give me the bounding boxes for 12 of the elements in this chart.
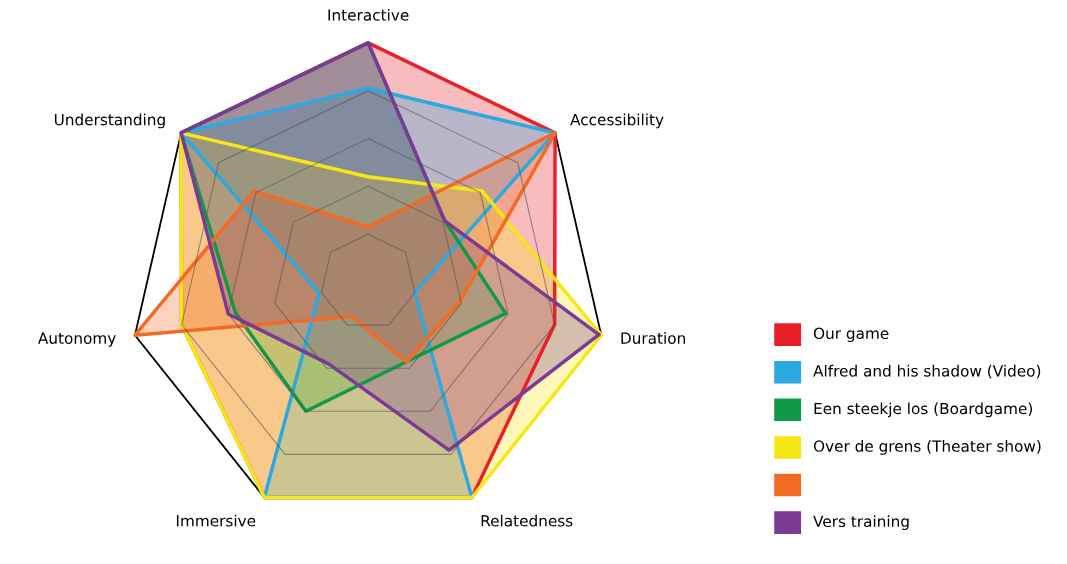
legend-label: Our game	[813, 327, 889, 343]
spoke-label: Duration	[621, 332, 685, 344]
spoke-label: Autonomy	[38, 332, 116, 347]
legend-label: Een steekje los (Boardgame)	[814, 402, 1032, 418]
spoke-label: Immersive	[176, 514, 256, 527]
spoke-label: Accessibility	[570, 113, 664, 129]
spoke-label: Interactive	[328, 8, 409, 21]
legend-label: Alfred and his shadow (Video)	[813, 364, 1041, 379]
legend-label: Over de grens (Theater show)	[813, 440, 1041, 455]
spoke-label: Understanding	[54, 113, 165, 129]
legend-label: Vers training	[813, 515, 909, 531]
spoke-label: Relatedness	[481, 514, 573, 527]
